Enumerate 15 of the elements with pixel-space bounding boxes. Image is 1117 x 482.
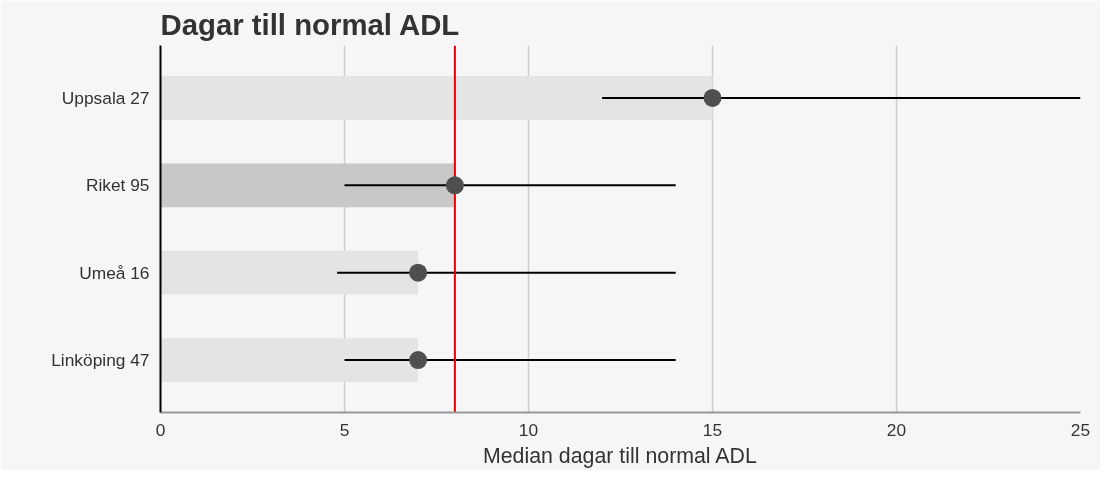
x-tick-label: 10: [518, 419, 539, 440]
x-tick-label: 5: [339, 419, 350, 440]
bar: [160, 250, 419, 295]
x-axis-title: Median dagar till normal ADL: [482, 443, 757, 468]
x-tick-label: 0: [155, 419, 166, 440]
y-tick-label: Linköping 47: [51, 350, 150, 371]
chart-title: Dagar till normal ADL: [160, 7, 460, 41]
x-tick-label: 25: [1070, 419, 1091, 440]
y-tick-label: Umeå 16: [79, 262, 150, 283]
y-tick-label: Riket 95: [85, 175, 150, 196]
x-tick-label: 15: [702, 419, 723, 440]
y-tick-label: Uppsala 27: [61, 87, 150, 108]
bar: [160, 338, 419, 382]
x-tick-label: 20: [886, 419, 907, 440]
bar: [160, 76, 713, 120]
